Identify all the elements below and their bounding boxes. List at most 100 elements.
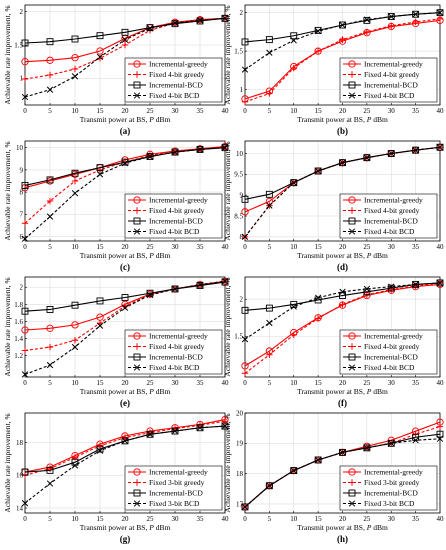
data-point — [121, 158, 129, 166]
x-tick-label: 15 — [315, 379, 323, 387]
data-point — [290, 32, 298, 40]
legend-box — [124, 193, 223, 239]
x-tick-label: 15 — [315, 107, 323, 115]
legend-box — [124, 57, 223, 103]
x-tick-label: 0 — [23, 107, 27, 115]
legend-box — [339, 57, 438, 103]
x-tick-label: 25 — [363, 243, 371, 251]
legend-label: Fixed 4-bit BCD — [364, 363, 415, 372]
x-tick-label: 0 — [23, 243, 27, 251]
x-tick-label: 40 — [437, 515, 445, 523]
data-point — [339, 301, 346, 308]
legend-marker — [348, 81, 356, 89]
x-axis-label: Transmit power at BS, P dBm — [80, 251, 171, 260]
y-tick-label: 9 — [240, 192, 244, 200]
legend-label: Incremental-greedy — [149, 468, 208, 477]
data-point — [388, 13, 395, 20]
legend-label: Fixed 4-bit greedy — [364, 70, 420, 79]
x-tick-label: 15 — [315, 243, 323, 251]
data-point — [241, 503, 249, 511]
x-tick-label: 25 — [363, 379, 371, 387]
data-point — [46, 324, 54, 332]
series-bcd-fix — [21, 15, 229, 101]
data-point — [46, 466, 54, 474]
chart-panel-d: 0 5 10 15 20 25 30 35 40 8 8.5 9 9.5 10 Achievable rat… — [223, 140, 444, 272]
data-point — [266, 482, 273, 489]
data-point — [221, 278, 229, 285]
data-point — [121, 304, 129, 311]
series-bcd-fix — [21, 422, 229, 507]
data-point — [339, 159, 346, 166]
data-point — [290, 300, 298, 308]
y-tick-label: 2 — [20, 284, 24, 292]
x-tick-label: 40 — [222, 107, 230, 115]
data-point — [71, 35, 79, 43]
legend-marker — [348, 196, 356, 204]
data-point — [241, 370, 249, 377]
legend-marker — [348, 364, 356, 371]
y-tick-label: 2 — [20, 8, 24, 16]
data-point — [265, 190, 273, 198]
legend-label: Incremental-greedy — [149, 60, 208, 69]
series-bcd-fix — [21, 144, 229, 242]
x-tick-label: 25 — [363, 515, 371, 523]
x-tick-label: 25 — [147, 515, 155, 523]
y-tick-label: 10 — [236, 150, 244, 158]
series-line — [244, 282, 441, 340]
legend-marker — [348, 489, 356, 497]
data-point — [314, 28, 322, 35]
data-point — [121, 437, 129, 445]
data-point — [96, 55, 104, 62]
y-axis-label: Achievable rate improvement, % — [223, 277, 232, 376]
x-tick-label: 10 — [72, 515, 80, 523]
data-point — [241, 233, 249, 240]
data-point — [388, 283, 395, 290]
x-tick-label: 10 — [72, 107, 80, 115]
y-tick-label: 1 — [20, 75, 24, 83]
data-point — [241, 98, 249, 106]
legend-label: Fixed 4-bit greedy — [149, 70, 205, 79]
data-point — [146, 431, 154, 438]
data-point — [436, 15, 444, 23]
series-bcd-fix — [21, 278, 229, 378]
data-point — [96, 32, 104, 40]
panel-label: (a) — [120, 126, 131, 136]
data-point — [196, 146, 204, 153]
y-tick-label: 9 — [20, 166, 24, 174]
y-tick-label: 18 — [236, 470, 244, 478]
chart-panel-f: 0 5 10 15 20 25 30 35 40 1.5 2 Achievable rate impr… — [223, 276, 444, 408]
data-point — [21, 75, 29, 83]
y-tick-label: 8.5 — [234, 212, 243, 220]
x-tick-label: 20 — [339, 515, 347, 523]
data-point — [96, 47, 104, 55]
legend-label: Incremental-BCD — [149, 81, 203, 90]
x-tick-label: 35 — [412, 107, 420, 115]
legend-marker — [348, 500, 356, 507]
data-point — [363, 154, 371, 161]
data-point — [221, 144, 229, 152]
data-point — [96, 322, 104, 329]
data-point — [46, 306, 54, 313]
data-point — [265, 304, 273, 312]
data-point — [436, 430, 444, 438]
legend-box — [124, 465, 223, 511]
legend-marker — [348, 228, 356, 235]
y-tick-label: 1.4 — [14, 335, 23, 343]
data-point — [146, 25, 154, 32]
data-point — [339, 159, 346, 167]
legend-marker — [348, 71, 356, 78]
data-point — [71, 169, 79, 177]
y-tick-label: 9.5 — [234, 171, 243, 179]
x-tick-label: 5 — [48, 379, 52, 387]
x-tick-label: 5 — [268, 379, 272, 387]
data-point — [265, 36, 273, 44]
legend-box — [339, 329, 438, 375]
legend-label: Incremental-BCD — [364, 489, 418, 498]
data-point — [241, 195, 249, 203]
legend-label: Fixed 4-bit BCD — [149, 91, 200, 100]
data-point — [146, 153, 154, 160]
data-point — [21, 181, 29, 189]
x-tick-label: 35 — [197, 515, 205, 523]
data-point — [96, 171, 104, 178]
